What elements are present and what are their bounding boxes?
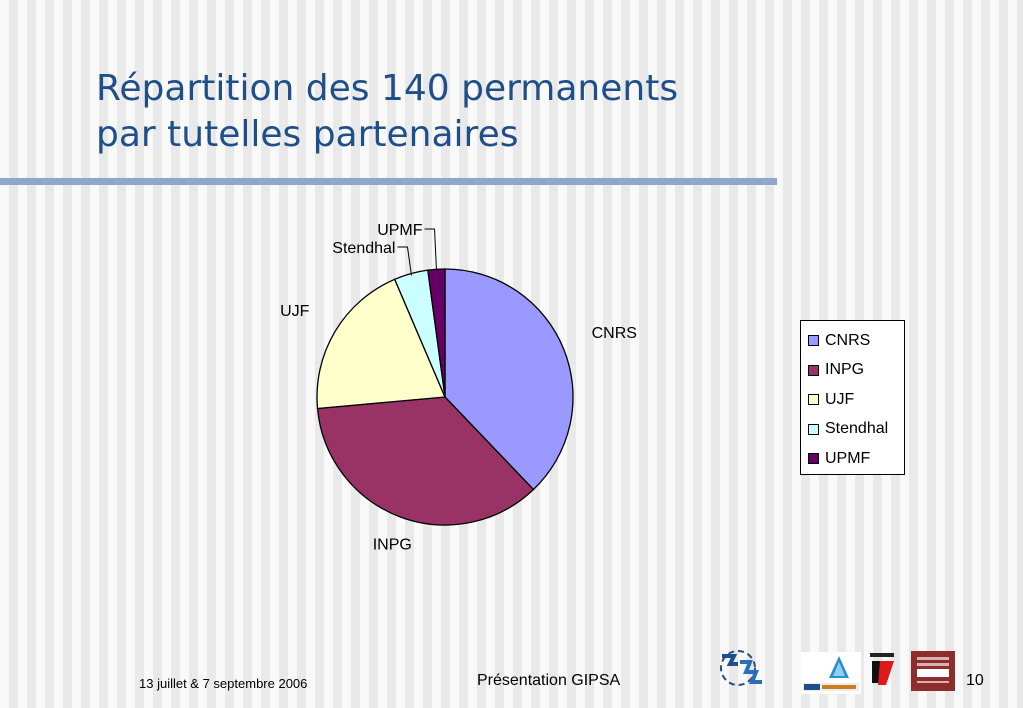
page-number: 10: [966, 672, 984, 689]
legend-label-cnrs: CNRS: [825, 331, 871, 349]
legend-swatch-stendhal: [808, 423, 819, 435]
legend-label-inpg: INPG: [825, 361, 865, 379]
inpg-logo: [801, 652, 861, 694]
cnrs-logo: [720, 650, 762, 686]
leader-line-upmf: [424, 228, 438, 272]
legend-item-cnrs: CNRS: [808, 326, 904, 356]
ujf-logo: [870, 653, 894, 685]
legend-swatch-inpg: [808, 364, 819, 376]
title-line-1: Répartition des 140 permanents: [96, 68, 679, 109]
pie-slice-inpg: [316, 396, 535, 526]
legend-item-ujf: UJF: [808, 385, 904, 415]
legend-label-stendhal: Stendhal: [825, 420, 889, 438]
stendhal-logo: [911, 651, 955, 691]
slice-label-stendhal: Stendhal: [332, 240, 395, 257]
footer-title: Présentation GIPSA: [477, 672, 621, 689]
legend-swatch-ujf: [808, 394, 819, 406]
legend-label-ujf: UJF: [825, 390, 855, 408]
slice-label-cnrs: CNRS: [592, 325, 637, 342]
slice-label-upmf: UPMF: [377, 222, 423, 239]
pie-slice-cnrs: [444, 268, 574, 491]
legend-item-inpg: INPG: [808, 356, 904, 386]
legend-label-upmf: UPMF: [825, 449, 871, 467]
legend-item-stendhal: Stendhal: [808, 415, 904, 445]
legend-swatch-cnrs: [808, 335, 819, 347]
legend-swatch-upmf: [808, 453, 819, 465]
title-underline: [0, 178, 777, 185]
title-line-2: par tutelles partenaires: [96, 114, 519, 155]
leader-line-stendhal: [397, 246, 412, 276]
pie-slice-ujf: [316, 278, 446, 410]
footer-date: 13 juillet & 7 septembre 2006: [139, 676, 308, 691]
slice-label-inpg: INPG: [373, 536, 412, 553]
legend-item-upmf: UPMF: [808, 444, 904, 474]
slide-title: Répartition des 140 permanents par tutel…: [96, 66, 678, 158]
slice-label-ujf: UJF: [280, 303, 310, 320]
chart-legend: CNRS INPG UJF Stendhal UPMF: [800, 320, 905, 475]
